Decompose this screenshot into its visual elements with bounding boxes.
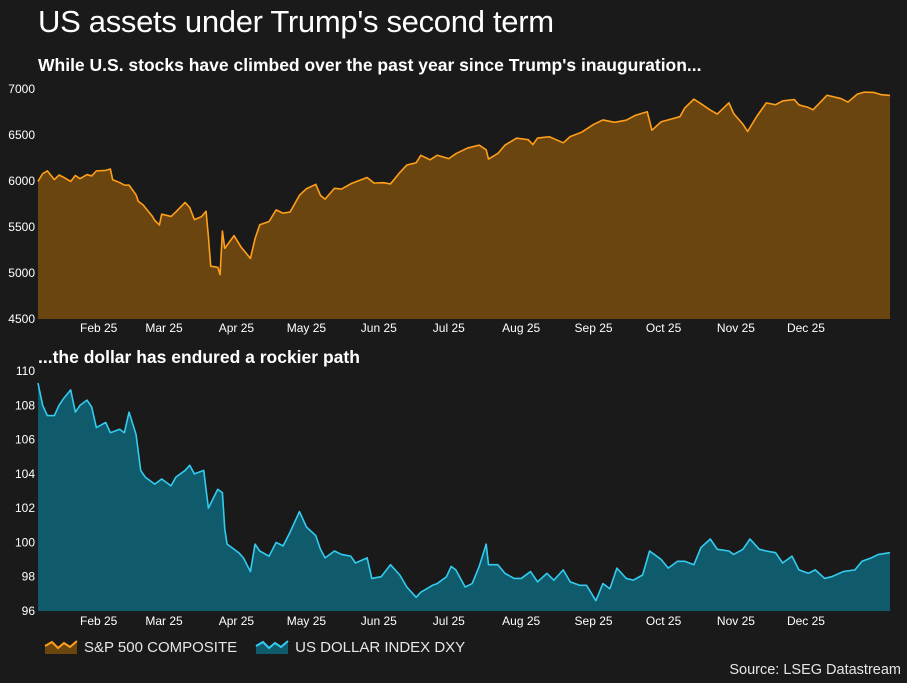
chart-title: US assets under Trump's second term	[38, 4, 554, 39]
sp500-xtick-label: Aug 25	[502, 321, 540, 335]
sp500-subtitle: While U.S. stocks have climbed over the …	[38, 55, 702, 75]
sp500-legend-swatch	[44, 640, 78, 654]
dxy-ytick-label: 98	[22, 570, 36, 584]
sp500-xtick-label: Sep 25	[575, 321, 613, 335]
sp500-xtick-label: May 25	[287, 321, 327, 335]
dxy-ytick-label: 110	[16, 364, 35, 378]
dxy-ytick-label: 104	[15, 467, 35, 481]
legend-label-sp500: S&P 500 COMPOSITE	[84, 638, 238, 656]
sp500-ytick-label: 6500	[8, 128, 35, 142]
dxy-xtick-label: Oct 25	[646, 614, 682, 628]
sp500-xtick-label: Jul 25	[433, 321, 465, 335]
dxy-ytick-label: 100	[15, 535, 35, 549]
dxy-ytick-label: 106	[15, 433, 35, 447]
sp500-ytick-label: 7000	[8, 82, 35, 96]
source-note: Source: LSEG Datastream	[729, 662, 901, 678]
legend-item-dxy: US DOLLAR INDEX DXY	[255, 638, 465, 656]
dxy-xtick-label: Jul 25	[433, 614, 465, 628]
dxy-xtick-label: Aug 25	[502, 614, 540, 628]
legend: S&P 500 COMPOSITE US DOLLAR INDEX DXY	[44, 638, 483, 656]
legend-label-dxy: US DOLLAR INDEX DXY	[295, 638, 466, 656]
dxy-subtitle: ...the dollar has endured a rockier path	[38, 347, 360, 367]
dxy-xtick-label: Apr 25	[219, 614, 255, 628]
sp500-ytick-label: 5000	[8, 266, 35, 280]
legend-item-sp500: S&P 500 COMPOSITE	[44, 638, 237, 656]
dxy-line	[37, 382, 891, 602]
dxy-legend-swatch	[255, 640, 289, 654]
sp500-xtick-label: Nov 25	[717, 321, 755, 335]
sp500-ytick-label: 4500	[8, 312, 35, 326]
sp500-xtick-label: Mar 25	[145, 321, 183, 335]
sp500-ytick-label: 5500	[8, 220, 35, 234]
sp500-xtick-label: Jun 25	[361, 321, 397, 335]
sp500-area	[38, 92, 890, 319]
sp500-xtick-label: Oct 25	[646, 321, 682, 335]
dxy-ytick-label: 108	[15, 398, 35, 412]
dxy-xtick-label: Feb 25	[80, 614, 118, 628]
sp500-xtick-label: Feb 25	[80, 321, 118, 335]
sp500-ytick-label: 6000	[8, 174, 35, 188]
dxy-chart: 96 98 100 102 104 106 108 110 Feb 25 Mar 25 Apr 25…	[15, 364, 891, 628]
dxy-xtick-label: May 25	[287, 614, 327, 628]
dxy-xtick-label: Jun 25	[361, 614, 397, 628]
sp500-xtick-label: Apr 25	[219, 321, 255, 335]
dxy-area	[38, 383, 890, 611]
sp500-chart: 4500 5000 5500 6000 6500 7000 Feb 25 Mar 25 Apr …	[8, 82, 891, 335]
dxy-ytick-label: 102	[15, 501, 35, 515]
dxy-xtick-label: Dec 25	[787, 614, 825, 628]
dxy-xtick-label: Sep 25	[575, 614, 613, 628]
dxy-ytick-label: 96	[22, 604, 36, 618]
sp500-line	[37, 91, 891, 276]
sp500-xtick-label: Dec 25	[787, 321, 825, 335]
dxy-xtick-label: Mar 25	[145, 614, 183, 628]
dxy-xtick-label: Nov 25	[717, 614, 755, 628]
